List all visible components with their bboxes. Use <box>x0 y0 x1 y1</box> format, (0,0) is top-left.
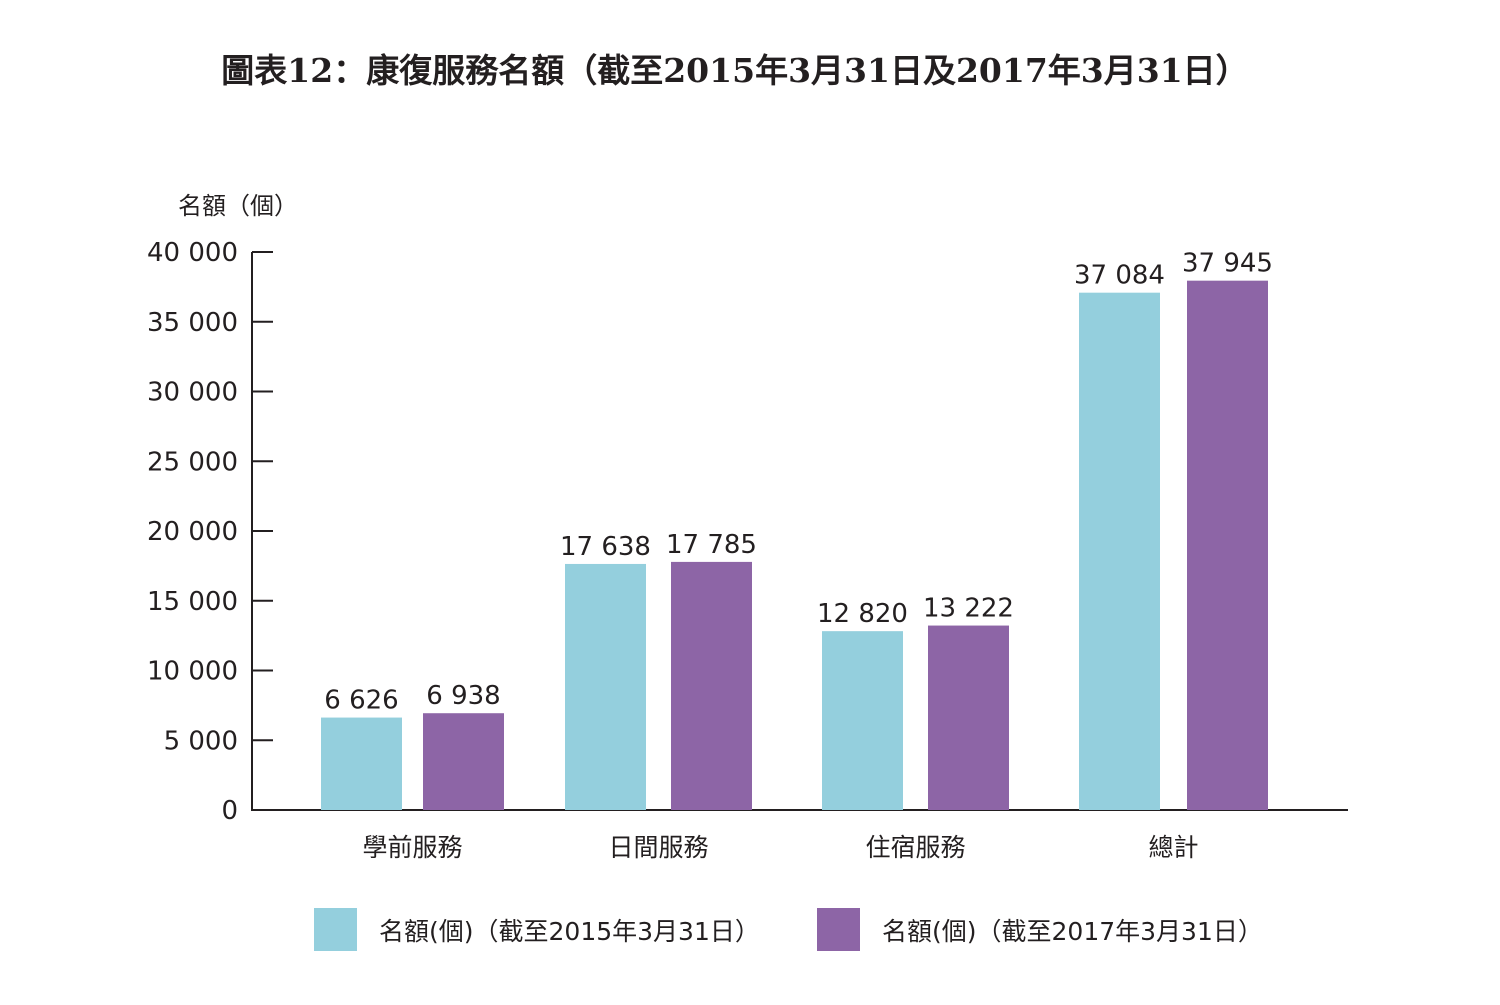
bar <box>1187 280 1268 810</box>
data-label: 12 820 <box>817 599 908 629</box>
bar <box>423 713 504 810</box>
x-tick-label: 總計 <box>1148 833 1198 862</box>
data-label: 17 785 <box>666 530 757 560</box>
data-label: 6 626 <box>324 686 398 716</box>
y-tick-label: 10 000 <box>147 657 238 687</box>
data-label: 6 938 <box>426 681 500 711</box>
x-tick-label: 學前服務 <box>362 833 462 862</box>
bar <box>822 631 903 810</box>
data-label: 37 084 <box>1074 261 1165 291</box>
y-tick-label: 20 000 <box>147 517 238 547</box>
x-tick-label: 日間服務 <box>608 833 708 862</box>
data-label: 17 638 <box>560 532 651 562</box>
y-tick-label: 40 000 <box>147 238 238 268</box>
bar <box>1079 292 1160 810</box>
y-axis-label: 名額（個） <box>178 192 298 220</box>
bar <box>321 717 402 810</box>
legend-swatch-2017 <box>817 908 860 951</box>
legend-swatch-2015 <box>314 908 357 951</box>
chart-title: 圖表12：康復服務名額（截至2015年3月31日及2017年3月31日） <box>221 51 1249 90</box>
legend-item-2015: 名額(個)（截至2015年3月31日） <box>314 908 760 951</box>
y-tick-label: 30 000 <box>147 378 238 408</box>
bar <box>565 563 646 810</box>
y-tick-label: 25 000 <box>147 447 238 477</box>
y-tick-label: 15 000 <box>147 587 238 617</box>
y-tick-label: 5 000 <box>164 726 238 756</box>
y-tick-label: 35 000 <box>147 308 238 338</box>
data-label: 13 222 <box>923 594 1014 624</box>
legend-label-2015: 名額(個)（截至2015年3月31日） <box>379 916 760 946</box>
data-label: 37 945 <box>1182 249 1273 279</box>
bar <box>928 625 1009 810</box>
x-tick-label: 住宿服務 <box>865 833 965 862</box>
bar <box>671 561 752 810</box>
legend-label-2017: 名額(個)（截至2017年3月31日） <box>882 916 1263 946</box>
y-tick-label: 0 <box>221 796 238 826</box>
legend-item-2017: 名額(個)（截至2017年3月31日） <box>817 908 1263 951</box>
